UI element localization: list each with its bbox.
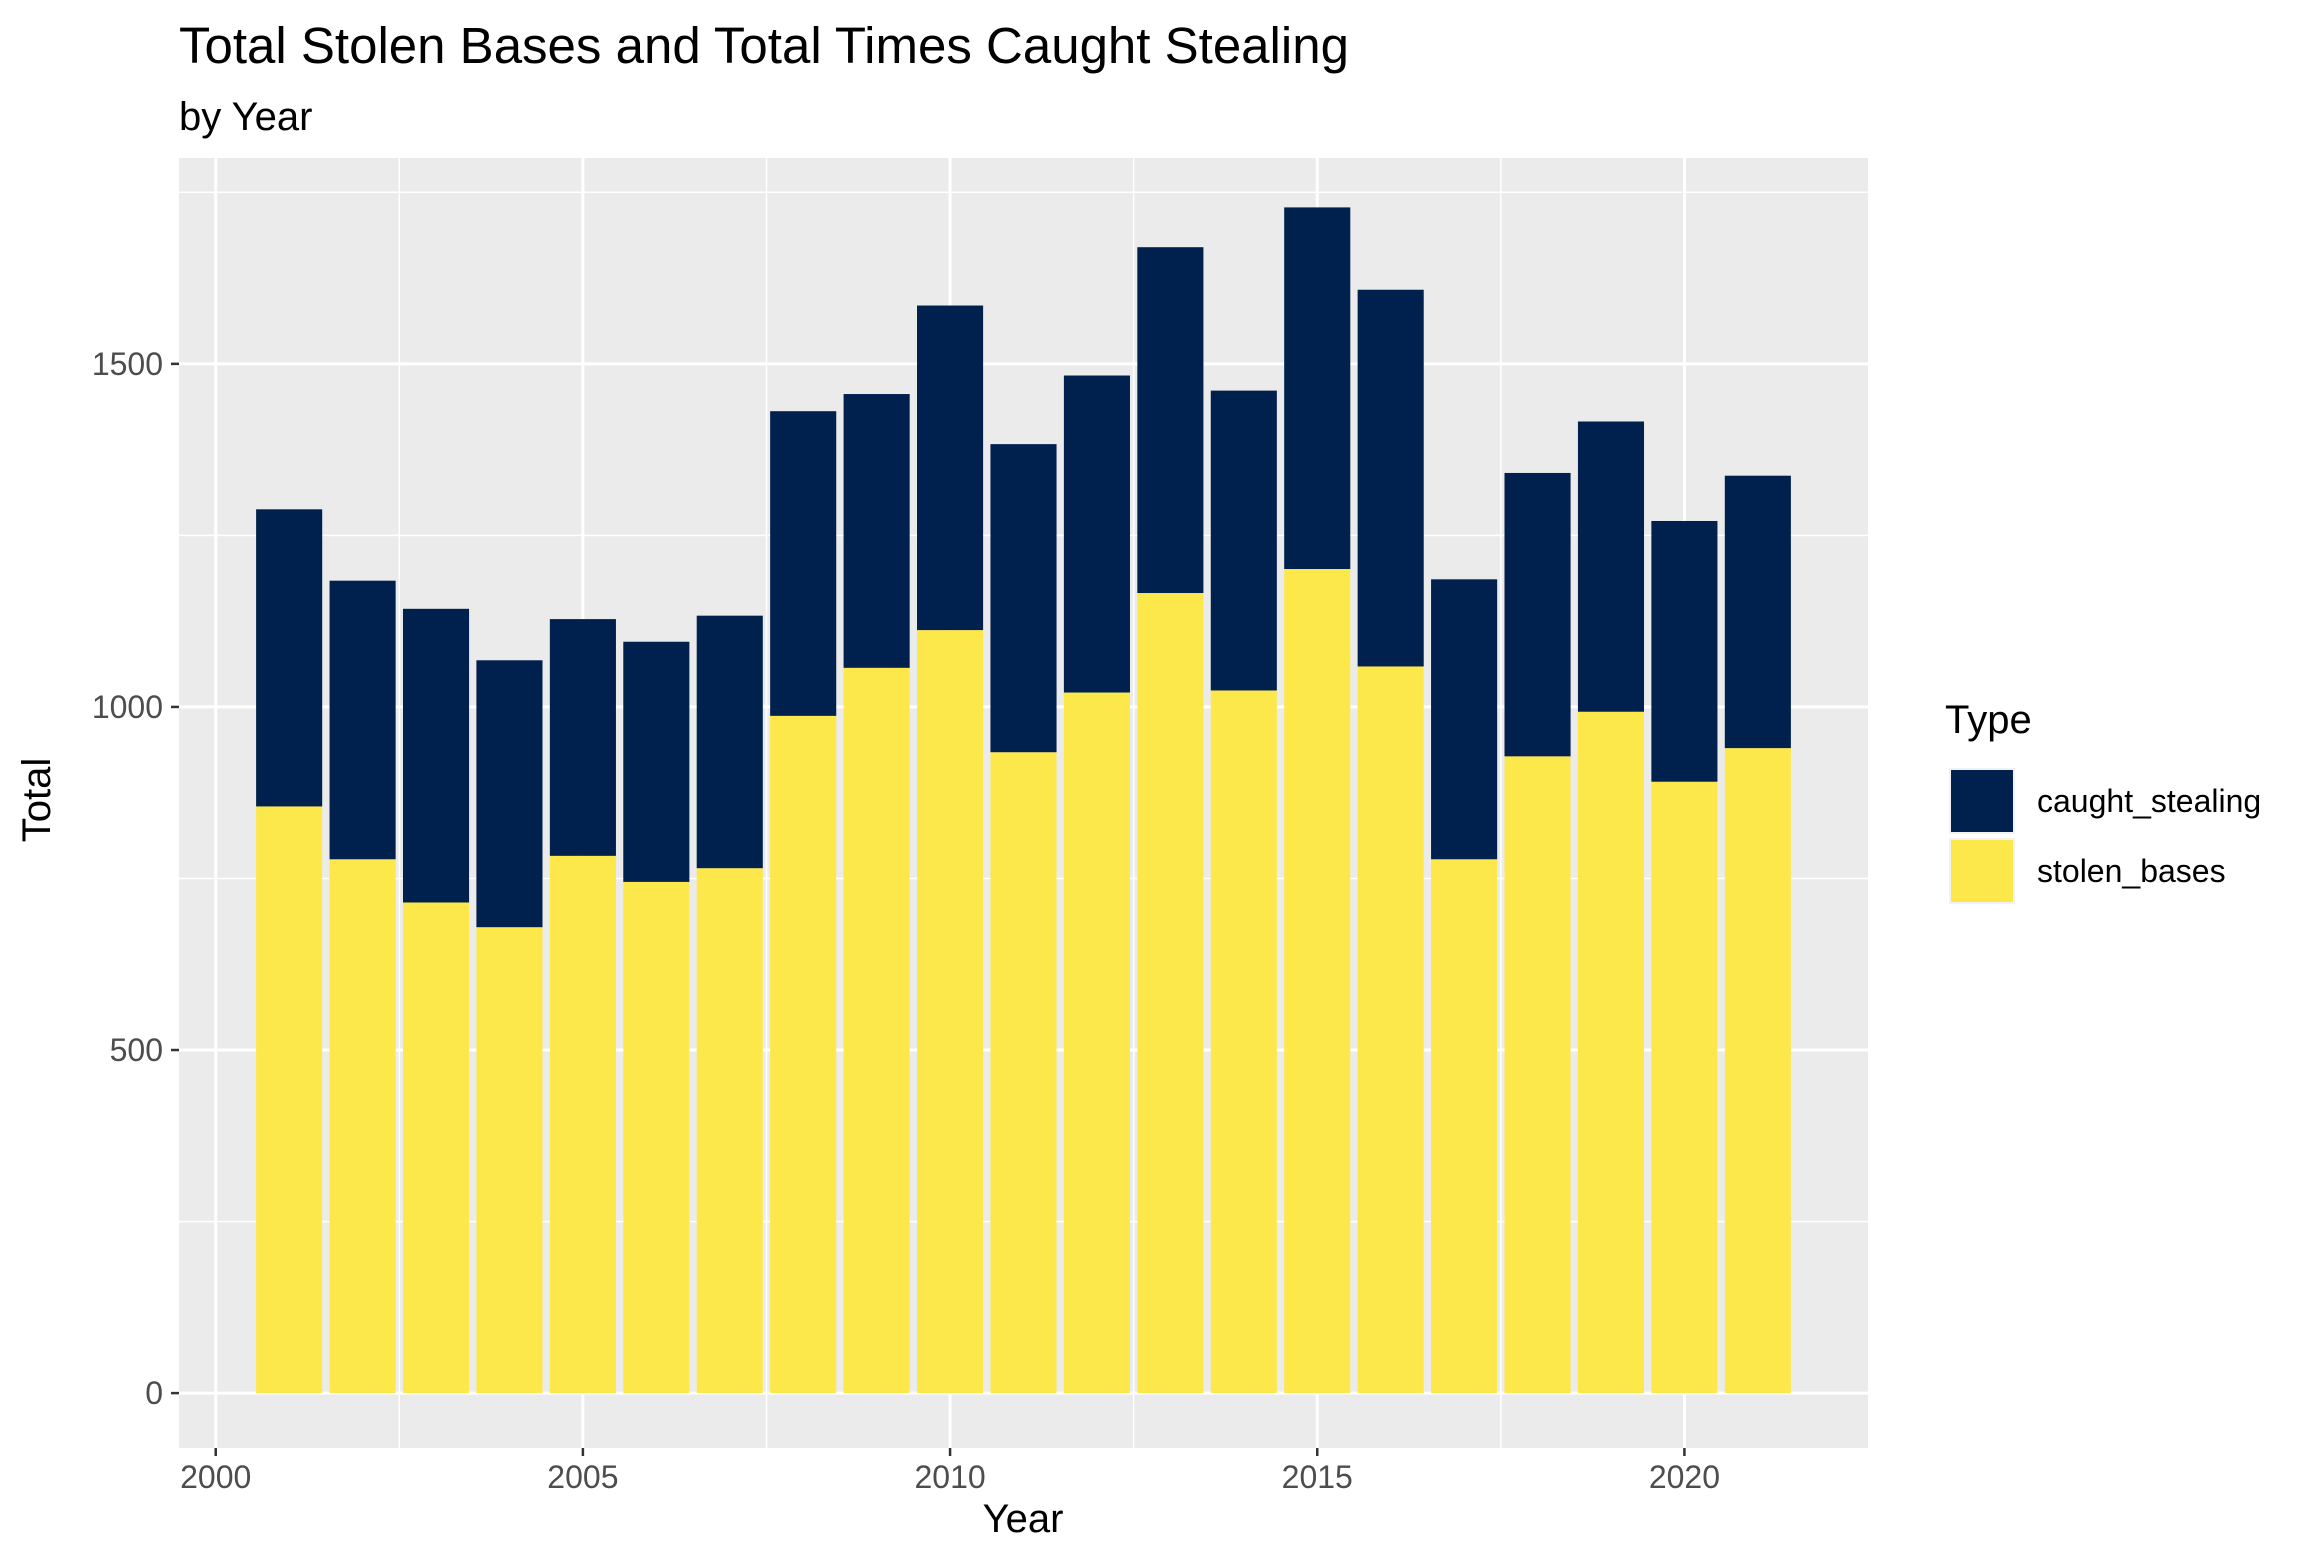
- bar-stolen-bases-2010: [917, 630, 984, 1394]
- bar-caught-stealing-2012: [1063, 375, 1130, 693]
- bar-caught-stealing-2017: [1431, 579, 1498, 860]
- bar-stolen-bases-2018: [1504, 756, 1571, 1394]
- bar-stolen-bases-2005: [549, 855, 616, 1394]
- bar-stolen-bases-2003: [402, 902, 470, 1394]
- bar-caught-stealing-2020: [1651, 520, 1718, 782]
- bar-stolen-bases-2017: [1431, 859, 1498, 1394]
- x-axis: 2000 2005 2010 2015 2020: [180, 1448, 1720, 1495]
- bar-stolen-bases-2011: [990, 752, 1057, 1394]
- bar-caught-stealing-2011: [990, 444, 1057, 753]
- legend: Type caught_stealing stolen_bases: [1945, 698, 2261, 904]
- bar-stolen-bases-2006: [623, 881, 690, 1394]
- bar-stolen-bases-2016: [1357, 666, 1424, 1394]
- bar-caught-stealing-2004: [476, 660, 543, 928]
- bar-stolen-bases-2009: [843, 667, 910, 1394]
- bar-caught-stealing-2016: [1357, 289, 1424, 667]
- bar-caught-stealing-2010: [917, 305, 984, 631]
- bar-caught-stealing-2005: [549, 619, 616, 856]
- x-tick-label: 2010: [914, 1459, 985, 1495]
- legend-label-stolen-bases: stolen_bases: [2037, 853, 2226, 889]
- bar-stolen-bases-2012: [1063, 692, 1130, 1394]
- bar-stolen-bases-2013: [1137, 593, 1204, 1394]
- legend-label-caught-stealing: caught_stealing: [2037, 783, 2261, 819]
- bar-caught-stealing-2014: [1210, 390, 1277, 691]
- bar-caught-stealing-2006: [623, 641, 690, 882]
- bar-stolen-bases-2020: [1651, 781, 1718, 1394]
- x-axis-title: Year: [983, 1497, 1064, 1541]
- y-tick-label: 0: [145, 1375, 163, 1411]
- y-axis: 0 500 1000 1500: [92, 346, 179, 1411]
- y-tick-label: 500: [110, 1032, 163, 1068]
- bar-caught-stealing-2021: [1724, 475, 1791, 749]
- y-tick-label: 1000: [92, 689, 163, 725]
- bar-caught-stealing-2007: [696, 615, 763, 869]
- bar-stolen-bases-2015: [1284, 569, 1351, 1394]
- bar-caught-stealing-2009: [843, 394, 910, 668]
- bar-stolen-bases-2002: [329, 859, 396, 1394]
- bar-stolen-bases-2001: [256, 806, 323, 1394]
- legend-swatch-stolen-bases: [1951, 840, 2013, 902]
- bar-caught-stealing-2018: [1504, 472, 1571, 757]
- bars: [256, 207, 1791, 1394]
- x-tick-label: 2000: [180, 1459, 251, 1495]
- chart-title: Total Stolen Bases and Total Times Caugh…: [179, 17, 1349, 74]
- bar-stolen-bases-2008: [770, 715, 837, 1394]
- bar-stolen-bases-2007: [696, 868, 763, 1394]
- bar-caught-stealing-2008: [770, 411, 837, 716]
- bar-caught-stealing-2019: [1577, 421, 1645, 712]
- legend-swatch-caught-stealing: [1951, 770, 2013, 832]
- bar-caught-stealing-2002: [329, 580, 396, 860]
- chart-subtitle: by Year: [179, 95, 312, 139]
- x-tick-label: 2005: [547, 1459, 618, 1495]
- y-tick-label: 1500: [92, 346, 163, 382]
- bar-caught-stealing-2001: [256, 509, 323, 807]
- x-tick-label: 2015: [1282, 1459, 1353, 1495]
- bar-stolen-bases-2019: [1577, 711, 1645, 1394]
- legend-title: Type: [1945, 698, 2032, 742]
- bar-stolen-bases-2014: [1210, 690, 1277, 1394]
- bar-caught-stealing-2003: [402, 608, 470, 903]
- bar-caught-stealing-2015: [1284, 207, 1351, 570]
- bar-stolen-bases-2021: [1724, 748, 1791, 1394]
- bar-stolen-bases-2004: [476, 927, 543, 1394]
- bar-caught-stealing-2013: [1137, 247, 1204, 594]
- x-tick-label: 2020: [1649, 1459, 1720, 1495]
- y-axis-title: Total: [15, 758, 59, 843]
